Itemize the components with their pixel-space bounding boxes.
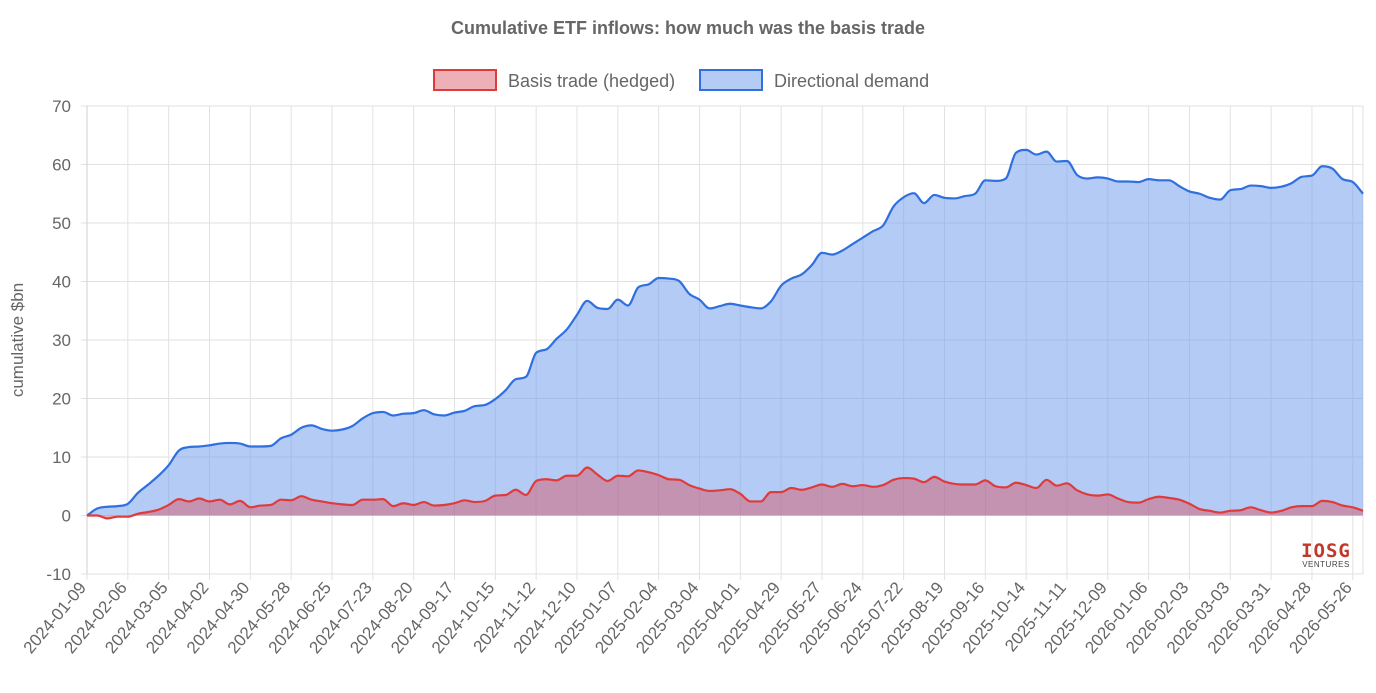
legend-item-basis-trade[interactable]: Basis trade (hedged) [433, 69, 675, 91]
y-tick-label: 70 [52, 97, 71, 116]
y-tick-label: 10 [52, 448, 71, 467]
y-tick-label: 30 [52, 331, 71, 350]
y-tick-label: 0 [62, 507, 71, 526]
y-axis: -10 0 10 20 30 40 50 60 70 [46, 97, 71, 584]
series-line-directional-demand[interactable] [86, 148, 1364, 517]
legend[interactable]: Basis trade (hedged) Directional demand [433, 69, 929, 91]
chart-title: Cumulative ETF inflows: how much was the… [451, 18, 925, 38]
iosg-logo: IOSG VENTURES [1301, 540, 1351, 569]
series-area-basis-trade-hedged [87, 467, 1363, 519]
logo-text: IOSG [1301, 540, 1351, 562]
legend-label-directional-demand: Directional demand [774, 71, 929, 91]
y-tick-label: 50 [52, 214, 71, 233]
series-layer [86, 148, 1364, 520]
series-area-directional-demand [87, 149, 1363, 516]
legend-swatch-directional-demand [699, 69, 763, 91]
legend-swatch-basis-trade [433, 69, 497, 91]
y-tick-label: 20 [52, 390, 71, 409]
y-axis-title: cumulative $bn [8, 283, 27, 397]
legend-label-basis-trade: Basis trade (hedged) [508, 71, 675, 91]
y-tick-label: 60 [52, 156, 71, 175]
series-line-basis-trade-hedged[interactable] [87, 466, 1364, 520]
y-tick-label: -10 [46, 565, 71, 584]
logo-subtext: VENTURES [1302, 560, 1350, 569]
x-axis: 2024-01-092024-02-062024-03-052024-04-02… [20, 578, 1356, 657]
legend-item-directional-demand[interactable]: Directional demand [699, 69, 929, 91]
y-tick-label: 40 [52, 273, 71, 292]
